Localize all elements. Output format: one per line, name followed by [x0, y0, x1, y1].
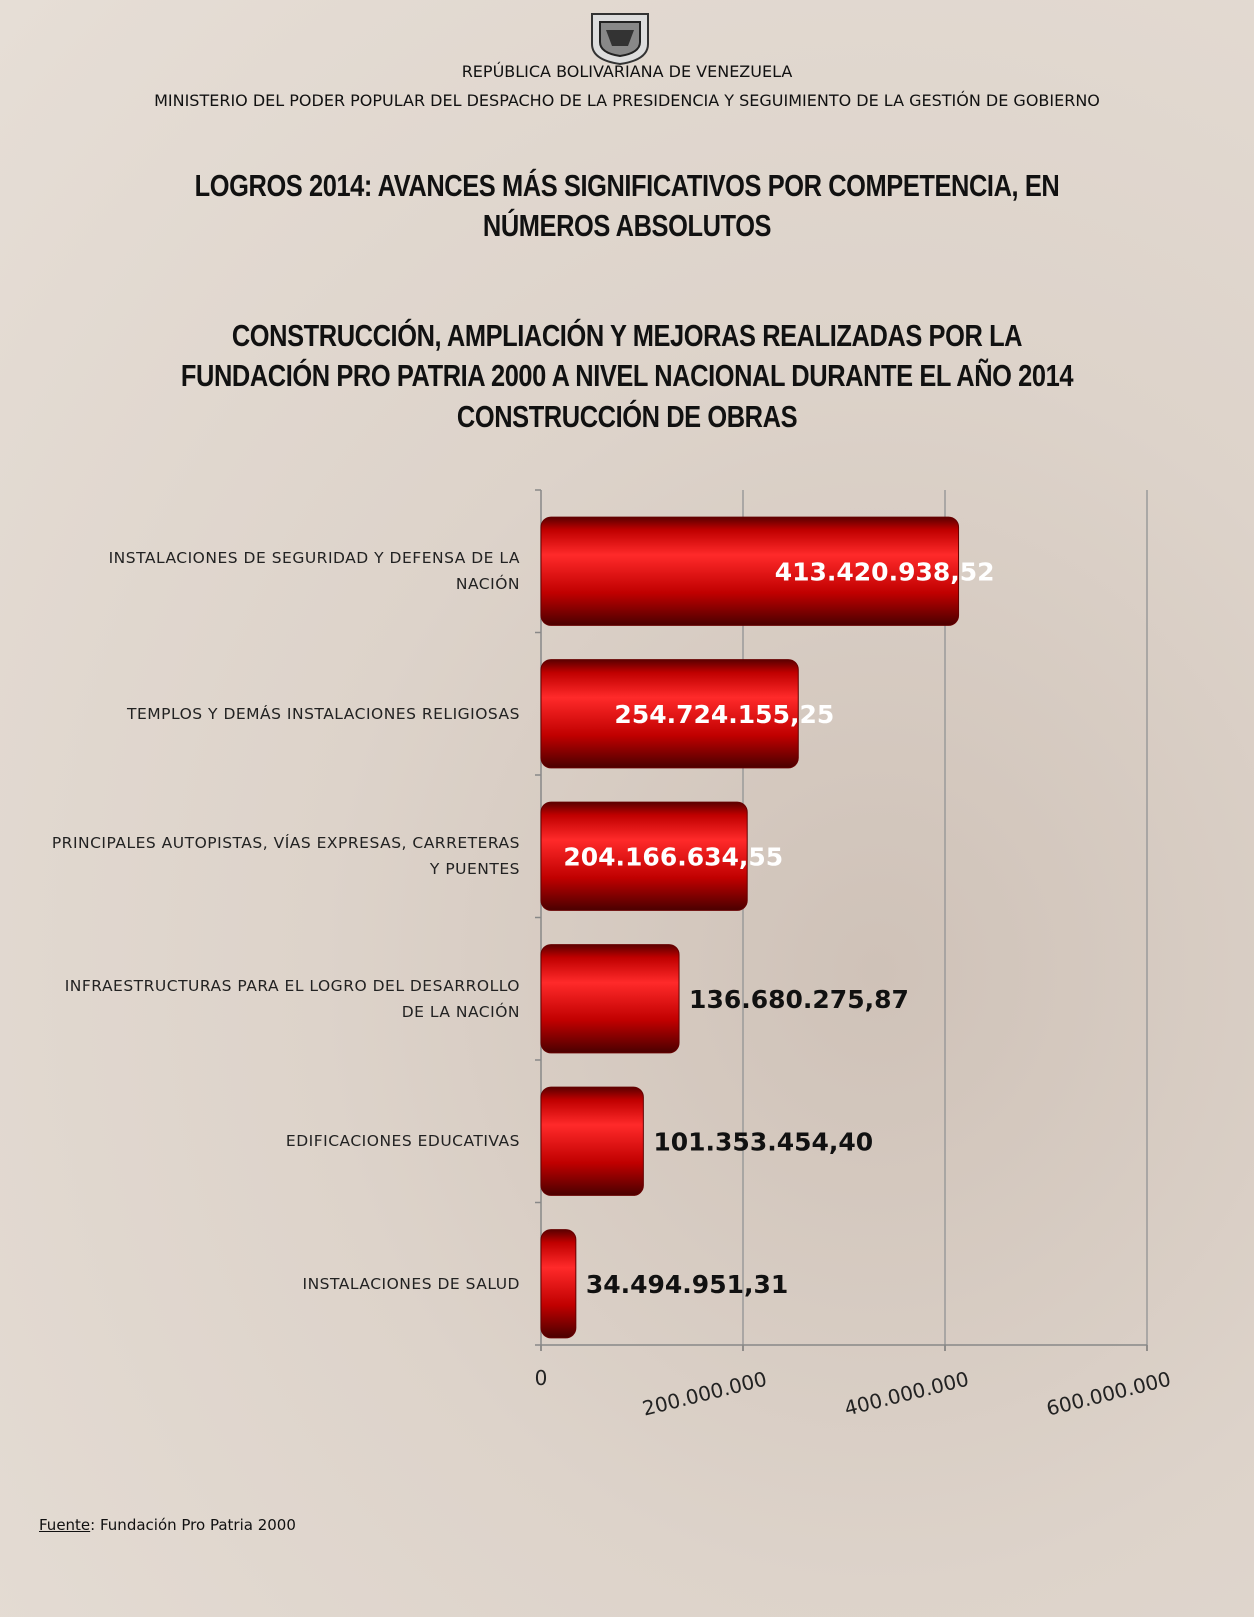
republic: REPÚBLICA BOLIVARIANA DE VENEZUELA [461, 62, 793, 81]
emblem [591, 13, 649, 66]
bar [540, 944, 680, 1054]
x-tick-label: 0 [535, 1366, 548, 1390]
bar [540, 516, 960, 626]
value-label: 204.166.634,55 [563, 842, 783, 871]
y-tick-label: INSTALACIONES DE SEGURIDAD Y DEFENSA DE … [108, 549, 520, 594]
y-tick-label: EDIFICACIONES EDUCATIVAS [285, 1132, 520, 1151]
source-text: : Fundación Pro Patria 2000 [90, 1516, 296, 1534]
bar [540, 801, 748, 911]
x-tick-label: 600.000.000 [1044, 1367, 1173, 1421]
y-tick-label: INSTALACIONES DE SALUD [302, 1274, 520, 1293]
y-tick-label: PRINCIPALES AUTOPISTAS, VÍAS EXPRESAS, C… [51, 834, 520, 879]
bar [540, 1086, 644, 1196]
source: Fuente: Fundación Pro Patria 2000 [39, 1516, 296, 1534]
chart-title: LOGROS 2014: AVANCES MÁS SIGNIFICATIVOS … [194, 168, 1060, 243]
value-label: 254.724.155,25 [614, 700, 834, 729]
ministry: MINISTERIO DEL PODER POPULAR DEL DESPACH… [154, 91, 1100, 110]
y-tick-label: INFRAESTRUCTURAS PARA EL LOGRO DEL DESAR… [64, 976, 520, 1021]
chart-subtitle: CONSTRUCCIÓN, AMPLIACIÓN Y MEJORAS REALI… [180, 318, 1074, 393]
chart-subtitle: CONSTRUCCIÓN DE OBRAS [456, 399, 798, 434]
x-tick-label: 200.000.000 [640, 1367, 769, 1421]
source-label: Fuente [39, 1516, 91, 1534]
x-tick-label: 400.000.000 [842, 1367, 971, 1421]
bar [540, 1229, 577, 1339]
value-label: 136.680.275,87 [689, 985, 909, 1014]
value-label: 413.420.938,52 [775, 557, 995, 586]
y-tick-label: TEMPLOS Y DEMÁS INSTALACIONES RELIGIOSAS [127, 704, 520, 723]
bar [540, 659, 799, 769]
value-label: 101.353.454,40 [653, 1127, 873, 1156]
value-label: 34.494.951,31 [586, 1270, 788, 1299]
